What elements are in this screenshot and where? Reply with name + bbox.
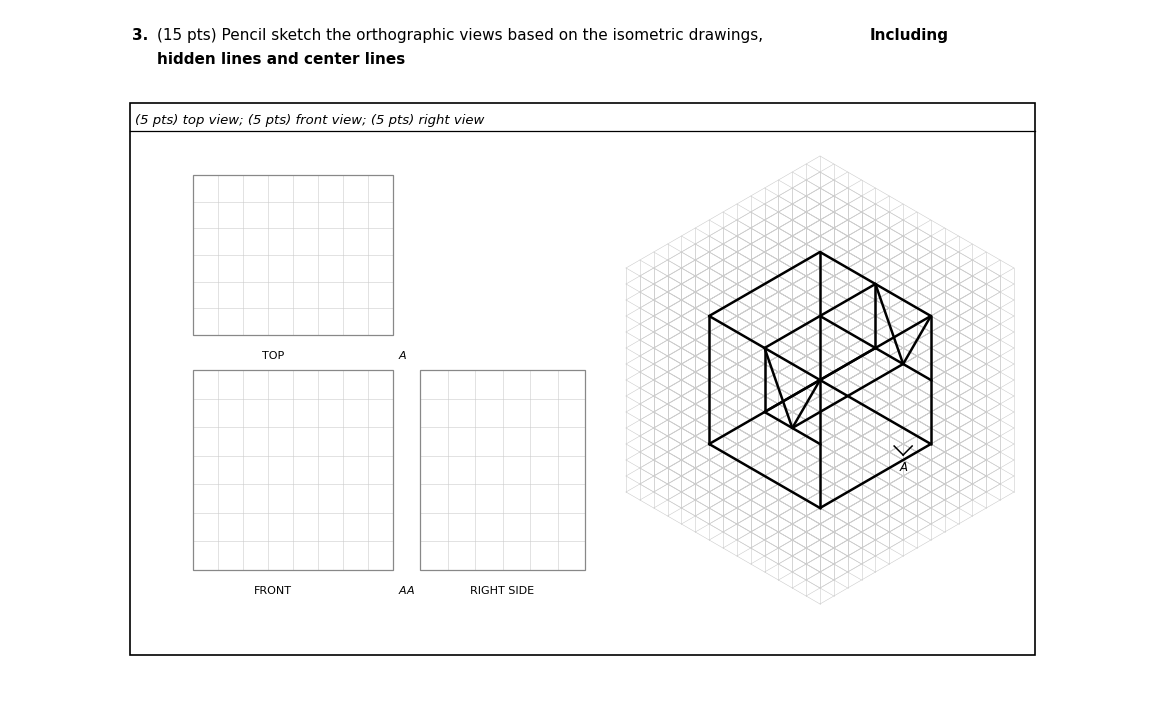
Text: (5 pts) top view; (5 pts) front view; (5 pts) right view: (5 pts) top view; (5 pts) front view; (5…: [135, 114, 484, 127]
Text: TOP: TOP: [262, 351, 284, 361]
Text: A: A: [899, 461, 907, 474]
Bar: [131, 103, 1035, 655]
Text: (15 pts) Pencil sketch the orthographic views based on the isometric drawings,: (15 pts) Pencil sketch the orthographic …: [157, 28, 768, 43]
Text: A: A: [407, 586, 413, 596]
Text: hidden lines and center lines: hidden lines and center lines: [157, 52, 405, 67]
Bar: [193, 370, 393, 570]
Text: Including: Including: [870, 28, 949, 43]
Text: RIGHT SIDE: RIGHT SIDE: [470, 586, 535, 596]
Text: A: A: [398, 586, 407, 596]
Text: 3.: 3.: [132, 28, 148, 43]
Text: FRONT: FRONT: [254, 586, 292, 596]
Bar: [193, 175, 393, 335]
Text: A: A: [398, 351, 407, 361]
Bar: [420, 370, 584, 570]
